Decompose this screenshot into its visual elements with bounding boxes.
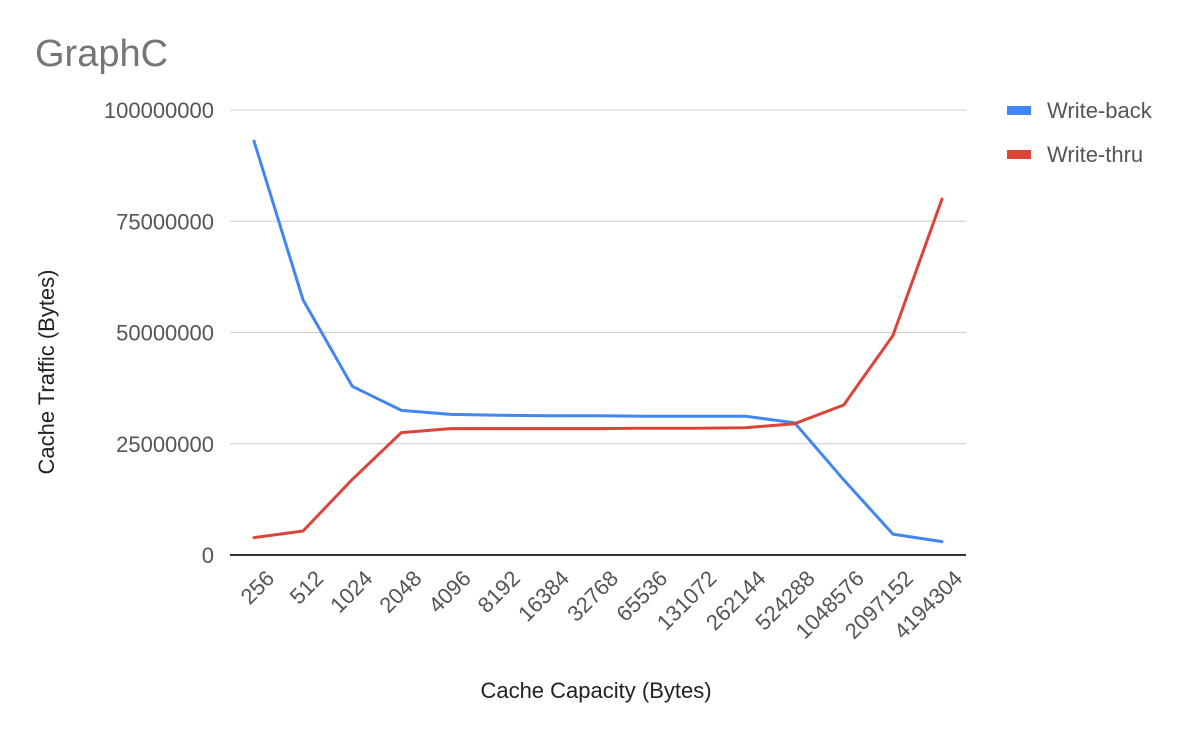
y-axis-title: Cache Traffic (Bytes) bbox=[34, 270, 59, 475]
legend-swatch bbox=[1007, 106, 1031, 115]
x-tick-label: 4096 bbox=[423, 566, 475, 618]
x-tick-label: 512 bbox=[285, 566, 329, 610]
series-line-write-thru bbox=[252, 197, 944, 540]
x-axis-title: Cache Capacity (Bytes) bbox=[480, 678, 711, 703]
chart-title: GraphC bbox=[35, 33, 168, 75]
legend-swatch bbox=[1007, 150, 1031, 159]
x-tick-label: 2048 bbox=[374, 566, 426, 618]
x-tick-label: 16384 bbox=[513, 566, 574, 627]
gridlines bbox=[230, 109, 966, 556]
y-tick-label: 50000000 bbox=[116, 321, 214, 346]
y-axis-ticks: 0 25000000 50000000 75000000 100000000 bbox=[104, 98, 214, 568]
legend-label: Write-thru bbox=[1047, 142, 1143, 167]
legend: Write-back Write-thru bbox=[1007, 98, 1153, 167]
y-tick-label: 75000000 bbox=[116, 209, 214, 234]
y-tick-label: 25000000 bbox=[116, 432, 214, 457]
x-tick-label: 32768 bbox=[562, 566, 623, 627]
y-tick-label: 0 bbox=[202, 543, 214, 568]
x-tick-label: 1024 bbox=[325, 566, 377, 618]
series-line-write-back bbox=[252, 139, 944, 544]
x-tick-label: 256 bbox=[236, 566, 280, 610]
y-tick-label: 100000000 bbox=[104, 98, 214, 123]
x-axis-ticks: 256 5121024204840968192163843276865536131… bbox=[236, 566, 968, 644]
legend-label: Write-back bbox=[1047, 98, 1153, 123]
series-lines bbox=[252, 139, 944, 544]
